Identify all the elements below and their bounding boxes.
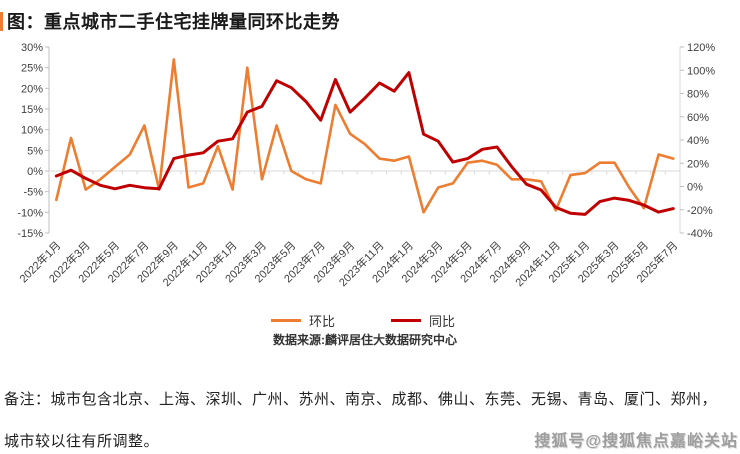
legend-label-mom: 环比	[308, 314, 335, 329]
left-axis-tick-label: 30%	[21, 42, 43, 54]
right-axis-tick-label: -40%	[687, 228, 713, 240]
left-axis-tick-label: -15%	[17, 228, 43, 240]
left-axis-tick-label: 5%	[27, 145, 43, 157]
footnote-line-1: 备注：城市包含北京、上海、深圳、广州、苏州、南京、成都、佛山、东莞、无锡、青岛、…	[4, 390, 718, 408]
yoy-line-swatch	[391, 319, 421, 322]
watermark-text: 搜狐号@搜狐焦点嘉峪关站	[534, 433, 738, 450]
page-title: 图：重点城市二手住宅挂牌量同环比走势	[7, 12, 340, 32]
legend-item-yoy: 同比	[391, 311, 455, 330]
right-axis-tick-label: 80%	[687, 89, 709, 101]
right-axis-tick-label: 60%	[687, 112, 709, 124]
figure-title-row: 图：重点城市二手住宅挂牌量同环比走势	[0, 8, 340, 34]
left-axis-tick-label: -10%	[17, 207, 43, 219]
series-line-yoy	[54, 71, 675, 216]
legend-item-mom: 环比	[270, 311, 335, 330]
right-axis-tick-label: 0%	[687, 182, 703, 194]
legend-label-yoy: 同比	[429, 314, 456, 329]
data-source-caption: 数据来源:麟评居住大数据研究中心	[273, 333, 457, 347]
title-accent-bar	[0, 11, 3, 31]
right-axis-tick-label: 40%	[687, 135, 709, 147]
chart-legend: 环比 同比	[0, 311, 740, 330]
right-axis-tick-label: 120%	[687, 42, 715, 54]
left-axis-tick-label: 20%	[21, 83, 43, 95]
footnote: 备注：城市包含北京、上海、深圳、广州、苏州、南京、成都、佛山、东莞、无锡、青岛、…	[4, 388, 736, 451]
right-axis-tick-label: 20%	[687, 158, 709, 170]
mom-line-swatch	[270, 319, 301, 322]
footnote-line-2: 城市较以往有所调整。	[4, 432, 160, 450]
left-axis-tick-label: 25%	[21, 63, 43, 75]
left-axis-tick-label: -5%	[23, 187, 43, 199]
left-axis-tick-label: 15%	[21, 104, 43, 116]
right-axis-tick-label: -20%	[687, 205, 713, 217]
left-axis-tick-label: 10%	[21, 125, 43, 137]
trend-chart: 30% 25% 20% 15% 10% 5% 0% -5% -10% -15% 120% 100% 80…	[16, 42, 715, 289]
left-axis-tick-label: 0%	[27, 166, 43, 178]
right-axis-tick-label: 100%	[687, 65, 715, 77]
